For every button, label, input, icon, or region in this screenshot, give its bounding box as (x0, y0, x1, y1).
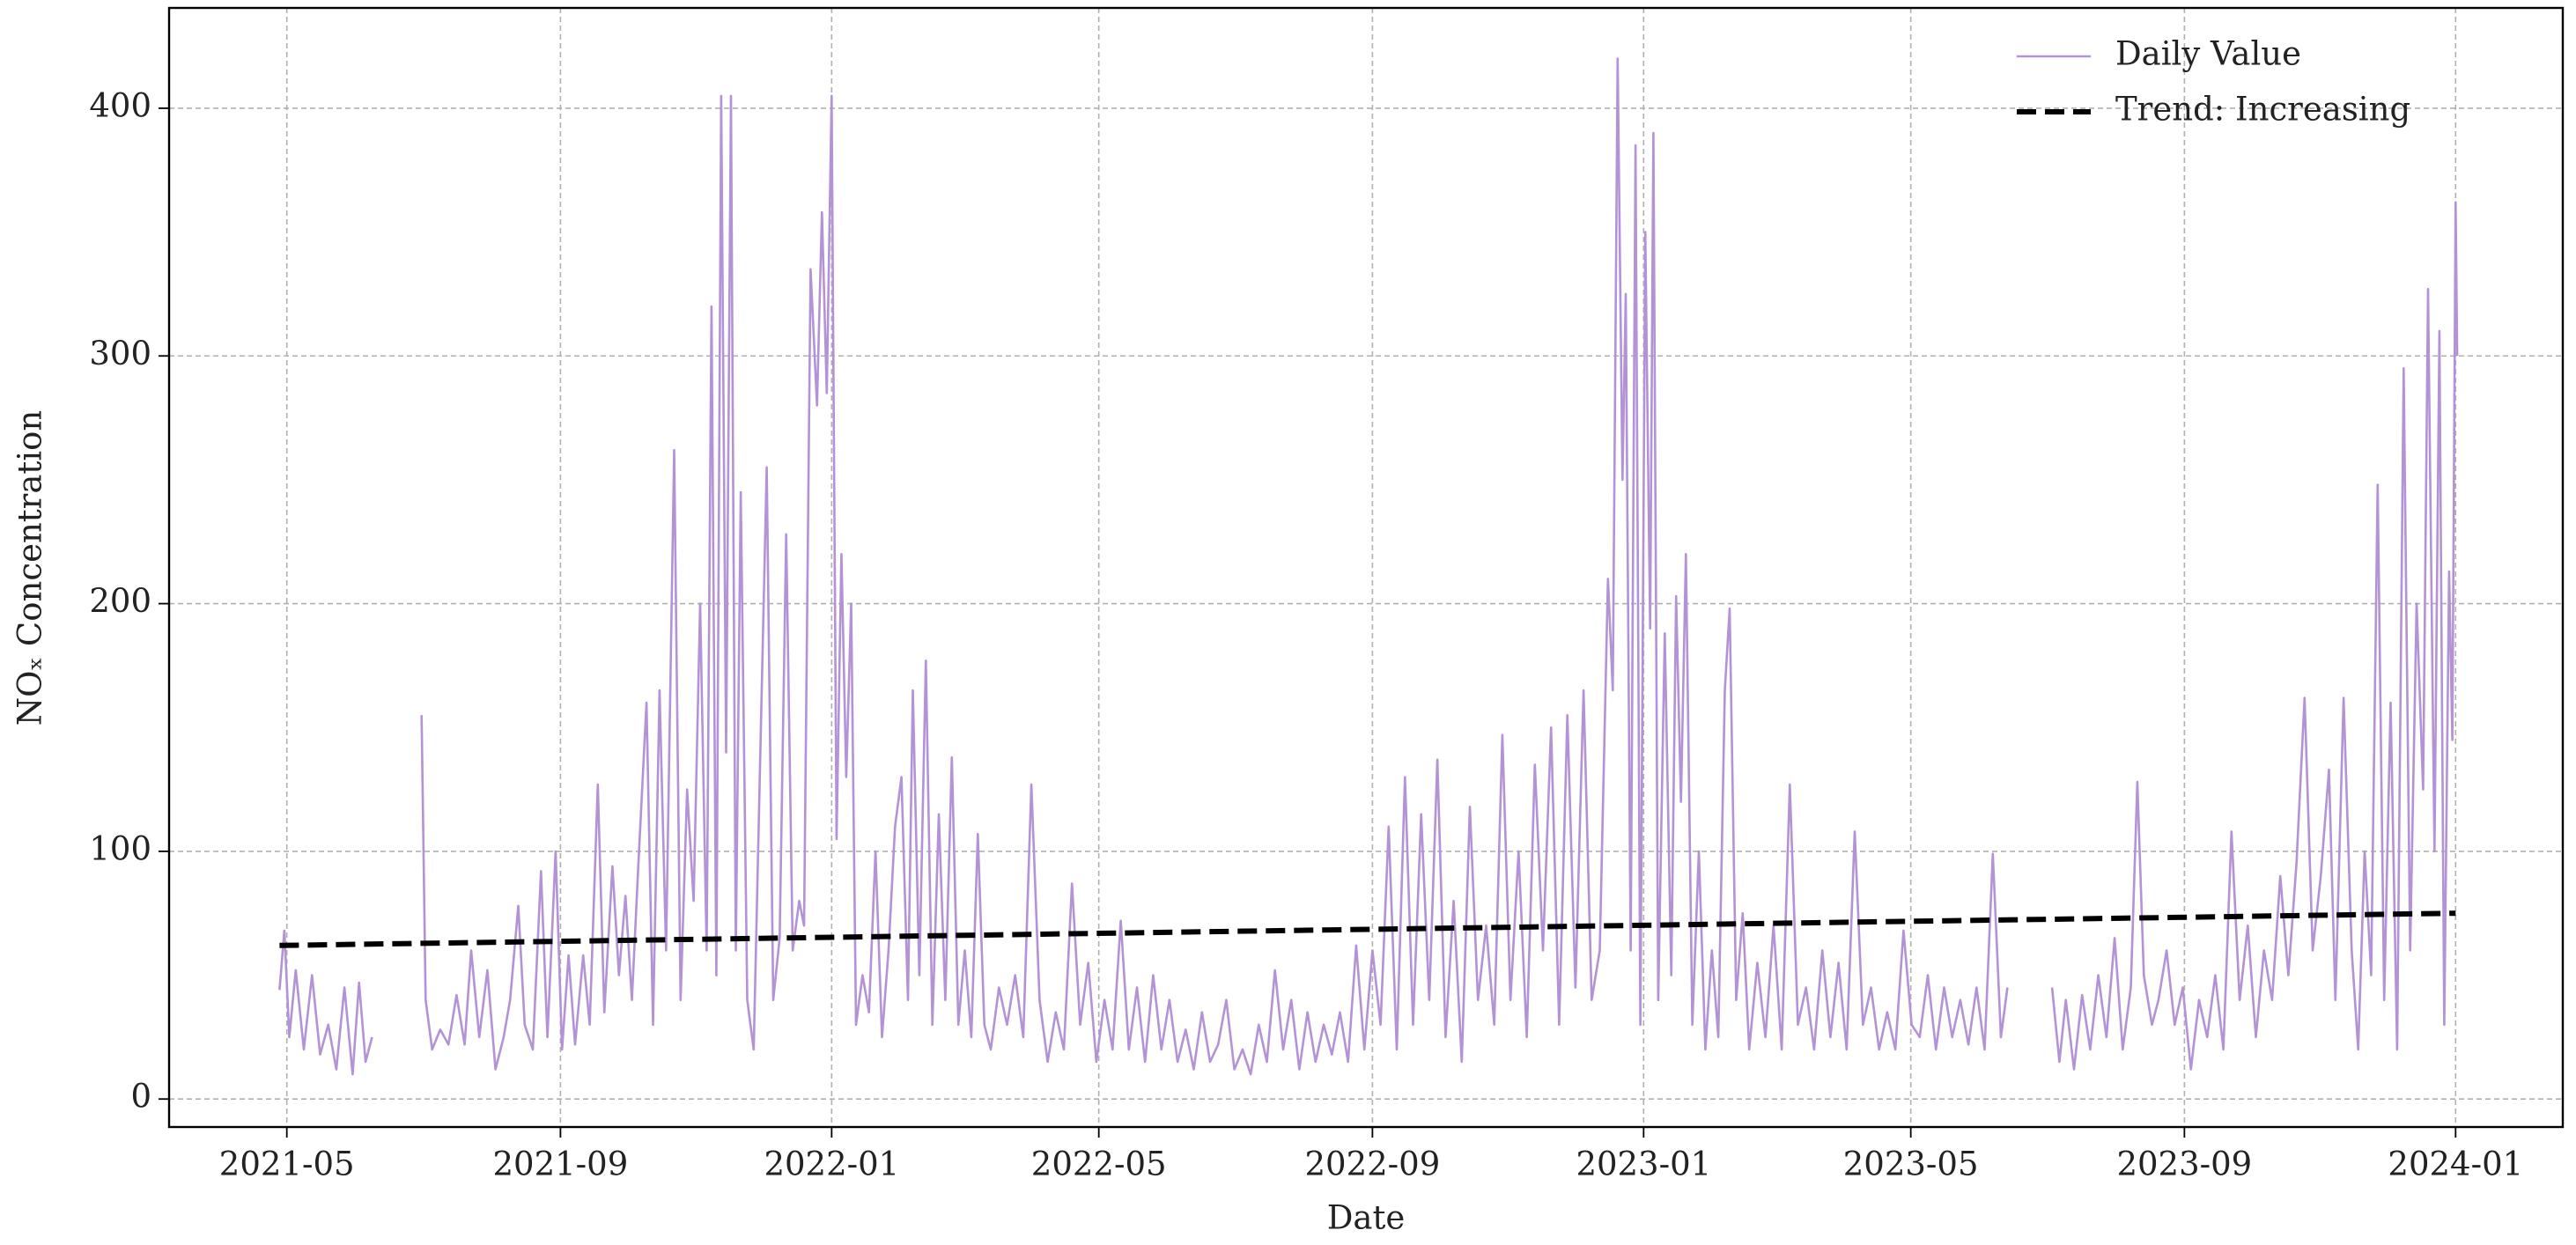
x-tick-label: 2023-09 (2116, 1146, 2252, 1183)
legend-label: Daily Value (2115, 35, 2301, 73)
x-tick-label: 2022-05 (1031, 1146, 1167, 1183)
y-tick-label: 200 (89, 582, 151, 620)
x-tick-label: 2021-09 (493, 1146, 629, 1183)
x-tick-label: 2022-01 (764, 1146, 899, 1183)
y-tick-label: 400 (89, 86, 151, 124)
y-tick-label: 300 (89, 335, 151, 372)
x-tick-label: 2021-05 (219, 1146, 355, 1183)
x-axis-label: Date (1327, 1199, 1406, 1237)
legend-label: Trend: Increasing (2115, 91, 2410, 129)
y-axis-label: NOₓ Concentration (11, 410, 49, 726)
x-tick-label: 2023-01 (1576, 1146, 1711, 1183)
x-tick-label: 2022-09 (1305, 1146, 1441, 1183)
x-tick-label: 2023-05 (1843, 1146, 1979, 1183)
y-tick-label: 0 (130, 1078, 151, 1116)
plot-frame (167, 6, 2565, 1129)
x-tick-label: 2024-01 (2388, 1146, 2523, 1183)
y-tick-label: 100 (89, 829, 151, 867)
series-line (279, 910, 2456, 948)
series-line (278, 57, 2459, 1076)
